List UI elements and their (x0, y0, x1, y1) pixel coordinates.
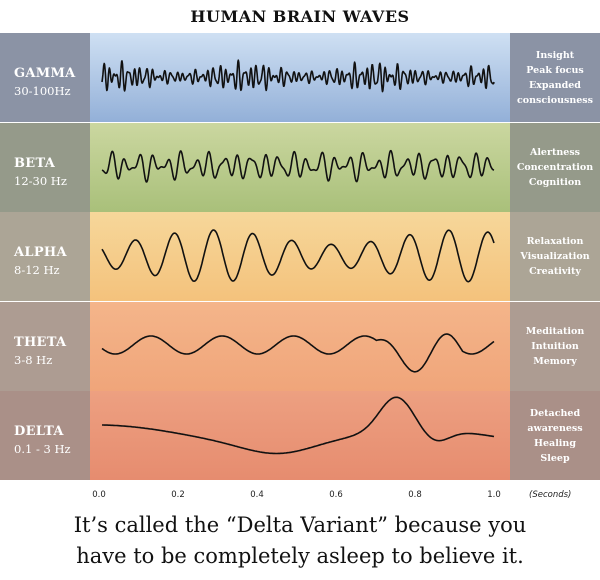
wave-range: 30-100Hz (14, 84, 71, 98)
effect-label: awareness (527, 422, 583, 434)
axis-tick-label: 0.2 (171, 490, 185, 500)
effect-label: Sleep (540, 452, 570, 464)
axis-tick-label: 0.4 (250, 490, 264, 500)
axis-tick-label: 0.6 (329, 490, 343, 500)
band-label-panel: GAMMA 30-100Hz (0, 33, 90, 122)
effect-label: Creativity (529, 266, 581, 277)
effect-label: Detached (529, 407, 581, 419)
effect-label: Alertness (529, 146, 581, 158)
band-effects-panel: Insight Peak focus Expanded consciousnes… (510, 33, 600, 122)
band-plot-area (90, 391, 510, 480)
effect-label: Relaxation (526, 236, 584, 247)
caption-line: have to be completely asleep to believe … (76, 544, 524, 568)
axis-tick-label: 1.0 (487, 490, 501, 500)
band-effects-panel: Meditation Intuition Memory (510, 301, 600, 391)
band-plot-area (90, 301, 510, 391)
beta-waveform (101, 149, 495, 183)
effect-label: consciousness (516, 94, 593, 106)
band-delta: DELTA 0.1 - 3 Hz Detached awareness Heal… (0, 391, 600, 480)
time-axis: 0.0 0.2 0.4 0.6 0.8 1.0 (Seconds) (0, 480, 600, 504)
wave-name: THETA (14, 334, 67, 350)
effect-label: Visualization (520, 251, 590, 262)
waveform-plot (101, 59, 495, 455)
caption: It’s called the “Delta Variant” because … (0, 510, 600, 572)
axis-tick-label: 0.0 (92, 490, 106, 500)
alpha-waveform (101, 229, 495, 283)
gamma-waveform (101, 59, 495, 93)
effect-label: Meditation (525, 325, 585, 337)
band-gamma: GAMMA 30-100Hz Insight Peak focus Expand… (0, 33, 600, 122)
band-label-panel: BETA 12-30 Hz (0, 122, 90, 212)
effect-label: Insight (535, 49, 575, 61)
delta-waveform (102, 396, 495, 455)
band-beta: BETA 12-30 Hz Alertness Concentration Co… (0, 122, 600, 212)
caption-line: It’s called the “Delta Variant” because … (73, 513, 527, 537)
axis-tick-label: 0.8 (408, 490, 422, 500)
effect-label: Expanded (529, 79, 581, 91)
wave-range: 8-12 Hz (14, 263, 60, 277)
effect-label: Cognition (528, 176, 582, 188)
wave-range: 12-30 Hz (14, 173, 67, 188)
band-effects-panel: Alertness Concentration Cognition (510, 122, 600, 212)
effect-label: Intuition (531, 340, 579, 352)
wave-name: BETA (14, 155, 56, 171)
band-plot-area (90, 212, 510, 301)
effect-label: Concentration (516, 161, 594, 173)
wave-bands: GAMMA 30-100Hz Insight Peak focus Expand… (0, 33, 600, 480)
band-label-panel: DELTA 0.1 - 3 Hz (0, 391, 90, 480)
band-effects-panel: Detached awareness Healing Sleep (510, 391, 600, 480)
effect-label: Memory (533, 355, 577, 367)
band-alpha: ALPHA 8-12 Hz Relaxation Visualization C… (0, 212, 600, 301)
band-label-panel: THETA 3-8 Hz (0, 301, 90, 391)
effect-label: Peak focus (526, 64, 584, 76)
wave-name: DELTA (14, 424, 64, 439)
diagram-title: HUMAN BRAIN WAVES (190, 7, 410, 26)
band-theta: THETA 3-8 Hz Meditation Intuition Memory (0, 301, 600, 391)
effect-label: Healing (534, 437, 576, 449)
band-label-panel: ALPHA 8-12 Hz (0, 212, 90, 301)
wave-name: ALPHA (14, 245, 67, 260)
wave-range: 0.1 - 3 Hz (14, 442, 71, 456)
theta-waveform (101, 333, 495, 373)
band-effects-panel: Relaxation Visualization Creativity (510, 212, 600, 301)
wave-range: 3-8 Hz (14, 352, 53, 367)
axis-unit-label: (Seconds) (529, 490, 572, 500)
wave-name: GAMMA (14, 66, 76, 81)
